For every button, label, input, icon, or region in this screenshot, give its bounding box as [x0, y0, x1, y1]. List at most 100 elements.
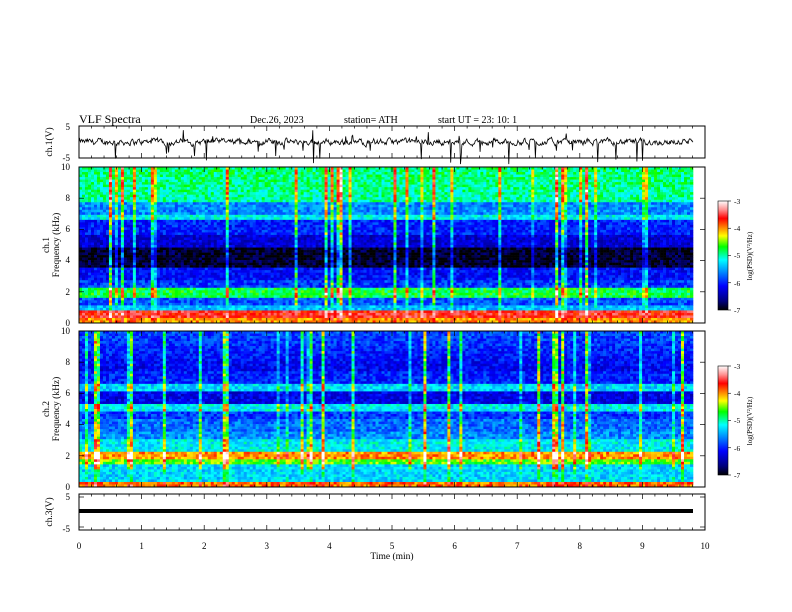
spectrogram-cell — [114, 257, 119, 261]
spectrogram-cell — [99, 320, 104, 324]
spectrogram-cell — [216, 315, 221, 319]
spectrogram-cell — [213, 305, 218, 309]
spectrogram-cell — [189, 287, 194, 291]
spectrogram-cell — [189, 265, 194, 268]
spectrogram-cell — [210, 280, 215, 284]
spectrogram-cell — [267, 272, 271, 276]
spectrogram-cell — [249, 312, 254, 316]
spectrogram-cell — [180, 280, 185, 284]
spectrogram-cell — [201, 239, 206, 243]
spectrogram-cell — [102, 292, 107, 296]
spectrogram-cell — [270, 222, 274, 226]
spectrogram-cell — [90, 282, 95, 286]
spectrogram-cell — [108, 300, 113, 304]
spectrogram-cell — [231, 197, 236, 201]
spectrogram-cell — [189, 202, 194, 206]
spectrogram-cell — [82, 179, 86, 183]
spectrogram-cell — [231, 292, 236, 296]
spectrogram-cell — [123, 310, 128, 314]
spectrogram-cell — [213, 194, 218, 198]
spectrogram-cell — [168, 202, 173, 206]
spectrogram-cell — [79, 317, 83, 321]
spectrogram-cell — [252, 214, 257, 218]
spectrogram-cell — [294, 212, 298, 216]
spectrogram-cell — [156, 297, 161, 301]
spectrogram-cell — [102, 262, 107, 266]
spectrogram-cell — [198, 315, 203, 319]
spectrogram-cell — [225, 245, 230, 248]
spectrogram-cell — [306, 262, 310, 266]
spectrogram-cell — [288, 320, 292, 324]
spectrogram-cell — [108, 169, 113, 173]
spectrogram-cell — [141, 224, 146, 228]
spectrogram-cell — [213, 282, 218, 286]
spectrogram-cell — [84, 212, 89, 216]
spectrogram-cell — [231, 315, 236, 319]
spectrogram-cell — [180, 305, 185, 309]
spectrogram-cell — [306, 260, 310, 263]
spectrogram-cell — [195, 250, 200, 253]
spectrogram-cell — [201, 317, 206, 321]
spectrogram-cell — [183, 267, 188, 271]
spectrogram-cell — [285, 242, 289, 246]
spectrogram-cell — [264, 229, 268, 233]
spectrogram-cell — [213, 179, 218, 183]
spectrogram-cell — [222, 222, 227, 226]
spectrogram-cell — [144, 229, 149, 233]
spectrogram-cell — [174, 290, 179, 294]
spectrogram-cell — [237, 277, 242, 281]
spectrogram-cell — [234, 237, 239, 241]
spectrogram-cell — [162, 237, 167, 241]
spectrogram-cell — [180, 212, 185, 216]
spectrogram-cell — [273, 295, 277, 299]
spectrogram-cell — [186, 300, 191, 304]
spectrogram-cell — [270, 302, 274, 306]
spectrogram-cell — [165, 232, 170, 236]
spectrogram-cell — [207, 305, 212, 309]
spectrogram-cell — [240, 169, 245, 173]
spectrogram-cell — [82, 300, 86, 304]
spectrogram-cell — [135, 182, 140, 185]
spectrogram-cell — [300, 300, 304, 304]
spectrogram-cell — [276, 167, 280, 170]
spectrogram-cell — [285, 277, 289, 281]
spectrogram-cell — [84, 189, 89, 193]
spectrogram-cell — [162, 204, 167, 208]
spectrogram-cell — [195, 300, 200, 304]
spectrogram-cell — [147, 184, 152, 188]
spectrogram-cell — [294, 169, 298, 173]
spectrogram-cell — [270, 192, 274, 195]
spectrogram-cell — [252, 242, 257, 246]
spectrogram-cell — [234, 204, 239, 208]
spectrogram-cell — [273, 172, 277, 175]
spectrogram-cell — [270, 290, 274, 294]
spectrogram-cell — [222, 227, 227, 231]
spectrogram-cell — [195, 310, 200, 314]
spectrogram-cell — [234, 192, 239, 195]
spectrogram-cell — [177, 255, 182, 258]
spectrogram-cell — [204, 224, 209, 228]
spectrogram-cell — [237, 167, 242, 170]
spectrogram-cell — [96, 169, 101, 173]
spectrogram-cell — [198, 194, 203, 198]
spectrogram-cell — [243, 217, 248, 221]
spectrogram-cell — [141, 222, 146, 226]
spectrogram-cell — [285, 295, 289, 299]
spectrogram-cell — [93, 247, 98, 251]
spectrogram-cell — [108, 167, 113, 170]
spectrogram-cell — [117, 172, 122, 175]
spectrogram-cell — [138, 234, 143, 238]
spectrogram-cell — [150, 232, 155, 236]
spectrogram-cell — [138, 214, 143, 218]
spectrogram-cell — [273, 260, 277, 263]
spectrogram-cell — [294, 172, 298, 175]
spectrogram-cell — [249, 290, 254, 294]
spectrogram-cell — [252, 247, 257, 251]
spectrogram-cell — [87, 312, 92, 316]
spectrogram-cell — [204, 237, 209, 241]
spectrogram-cell — [111, 317, 116, 321]
spectrogram-cell — [180, 219, 185, 223]
spectrogram-cell — [201, 320, 206, 324]
spectrogram-cell — [237, 209, 242, 213]
spectrogram-cell — [255, 262, 260, 266]
